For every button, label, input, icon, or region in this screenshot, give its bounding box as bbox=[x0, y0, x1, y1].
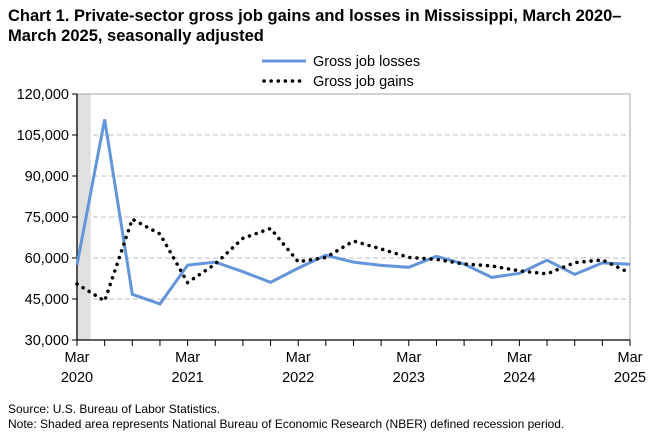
y-tick-label: 30,000 bbox=[25, 333, 69, 349]
gridlines bbox=[77, 134, 630, 300]
x-tick-label-month: Mar bbox=[618, 350, 643, 366]
recession-shading bbox=[77, 94, 91, 340]
x-tick-label-month: Mar bbox=[175, 350, 200, 366]
y-tick-label: 45,000 bbox=[25, 292, 69, 308]
series-line-gross-job-losses bbox=[75, 119, 631, 306]
y-tick-label: 75,000 bbox=[25, 210, 69, 226]
x-tick-label-month: Mar bbox=[65, 350, 90, 366]
x-tick-label-year: 2020 bbox=[61, 370, 93, 386]
series-lines bbox=[75, 119, 632, 306]
x-axis-ticks: Mar 2020 Mar 2021 Mar 2022 Mar 2023 Mar 2024 Mar 20… bbox=[61, 340, 646, 386]
y-axis-ticks: 30,000 45,000 60,000 75,000 90,000 105,000 120… bbox=[17, 87, 77, 349]
y-tick-label: 90,000 bbox=[25, 169, 69, 185]
x-tick-label-month: Mar bbox=[396, 350, 421, 366]
shading-note: Note: Shaded area represents National Bu… bbox=[8, 417, 565, 431]
y-tick-label: 60,000 bbox=[25, 251, 69, 267]
x-tick-label-year: 2021 bbox=[171, 370, 203, 386]
source-note: Source: U.S. Bureau of Labor Statistics. bbox=[8, 402, 221, 416]
y-tick-label: 105,000 bbox=[17, 128, 69, 144]
x-tick-label-month: Mar bbox=[507, 350, 532, 366]
legend-label: Gross job gains bbox=[313, 74, 414, 90]
x-tick-label-year: 2025 bbox=[614, 370, 646, 386]
x-tick-label-month: Mar bbox=[286, 350, 311, 366]
x-tick-label-year: 2022 bbox=[282, 370, 314, 386]
legend-label: Gross job losses bbox=[313, 54, 420, 70]
legend: Gross job losses Gross job gains bbox=[262, 54, 420, 90]
y-tick-label: 120,000 bbox=[17, 87, 69, 103]
series-line-gross-job-gains bbox=[75, 216, 632, 304]
x-tick-label-year: 2023 bbox=[393, 370, 425, 386]
x-tick-label-year: 2024 bbox=[503, 370, 535, 386]
chart-title: Chart 1. Private-sector gross job gains … bbox=[8, 7, 622, 45]
